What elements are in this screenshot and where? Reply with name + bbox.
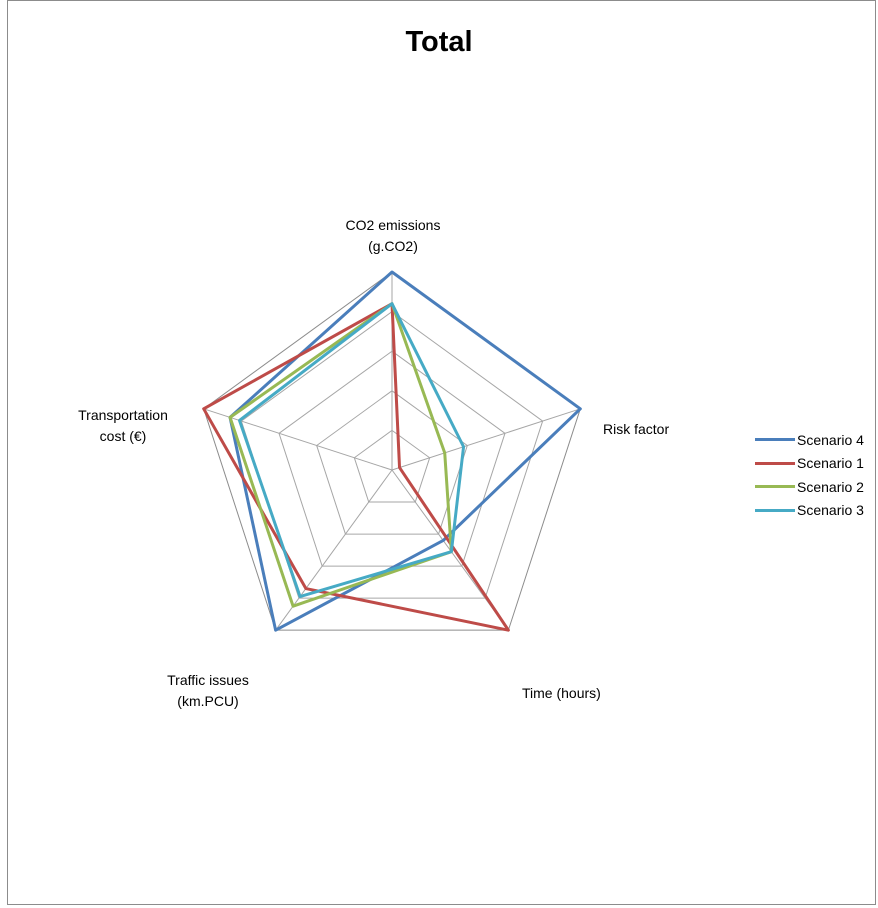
series-line-scenario-3 xyxy=(237,302,466,599)
legend-item-scenario-4: Scenario 4 xyxy=(755,428,864,452)
legend-label-scenario-1: Scenario 1 xyxy=(797,455,864,472)
axis-spoke-1 xyxy=(391,408,581,471)
legend-swatch-scenario-2 xyxy=(755,485,795,489)
axis-label-co2-line2: (g.CO2) xyxy=(368,238,418,254)
legend-swatch-scenario-1 xyxy=(755,461,795,465)
legend-label-scenario-3: Scenario 3 xyxy=(797,502,864,519)
legend-item-scenario-3: Scenario 3 xyxy=(755,499,864,523)
axis-label-traffic-line2: (km.PCU) xyxy=(177,693,239,709)
axis-label-cost: Transportation cost (€) xyxy=(58,405,188,447)
axis-label-risk-line1: Risk factor xyxy=(603,421,670,437)
axis-label-co2-line1: CO2 emissions xyxy=(345,217,441,233)
series-line-scenario-2 xyxy=(228,302,453,608)
grid-ring-1 xyxy=(353,429,431,503)
legend-swatch-scenario-3 xyxy=(755,508,795,512)
axis-label-cost-line1: Transportation xyxy=(78,407,168,423)
legend-item-scenario-1: Scenario 1 xyxy=(755,452,864,476)
grid-ring-3 xyxy=(278,350,506,567)
axis-label-risk: Risk factor xyxy=(603,419,669,440)
grid-ring-4 xyxy=(240,310,544,599)
axis-spoke-4 xyxy=(203,408,393,471)
axis-label-traffic-line1: Traffic issues xyxy=(167,672,249,688)
legend-label-scenario-4: Scenario 4 xyxy=(797,431,864,448)
axis-label-co2: CO2 emissions (g.CO2) xyxy=(334,215,452,257)
legend: Scenario 4 Scenario 1 Scenario 2 Scenari… xyxy=(755,428,864,522)
chart-title: Total xyxy=(405,26,473,58)
axis-label-cost-line2: cost (€) xyxy=(99,428,147,444)
grid-ring-2 xyxy=(316,390,468,535)
legend-label-scenario-2: Scenario 2 xyxy=(797,478,864,495)
axis-label-time-line1: Time (hours) xyxy=(522,685,601,701)
legend-item-scenario-2: Scenario 2 xyxy=(755,475,864,499)
series-line-scenario-4 xyxy=(228,270,582,632)
series-line-scenario-1 xyxy=(202,302,510,632)
legend-swatch-scenario-4 xyxy=(755,438,795,442)
axis-label-traffic: Traffic issues (km.PCU) xyxy=(150,670,266,712)
axis-label-time: Time (hours) xyxy=(522,683,601,704)
axis-spoke-3 xyxy=(275,469,393,631)
chart-frame xyxy=(7,0,876,905)
